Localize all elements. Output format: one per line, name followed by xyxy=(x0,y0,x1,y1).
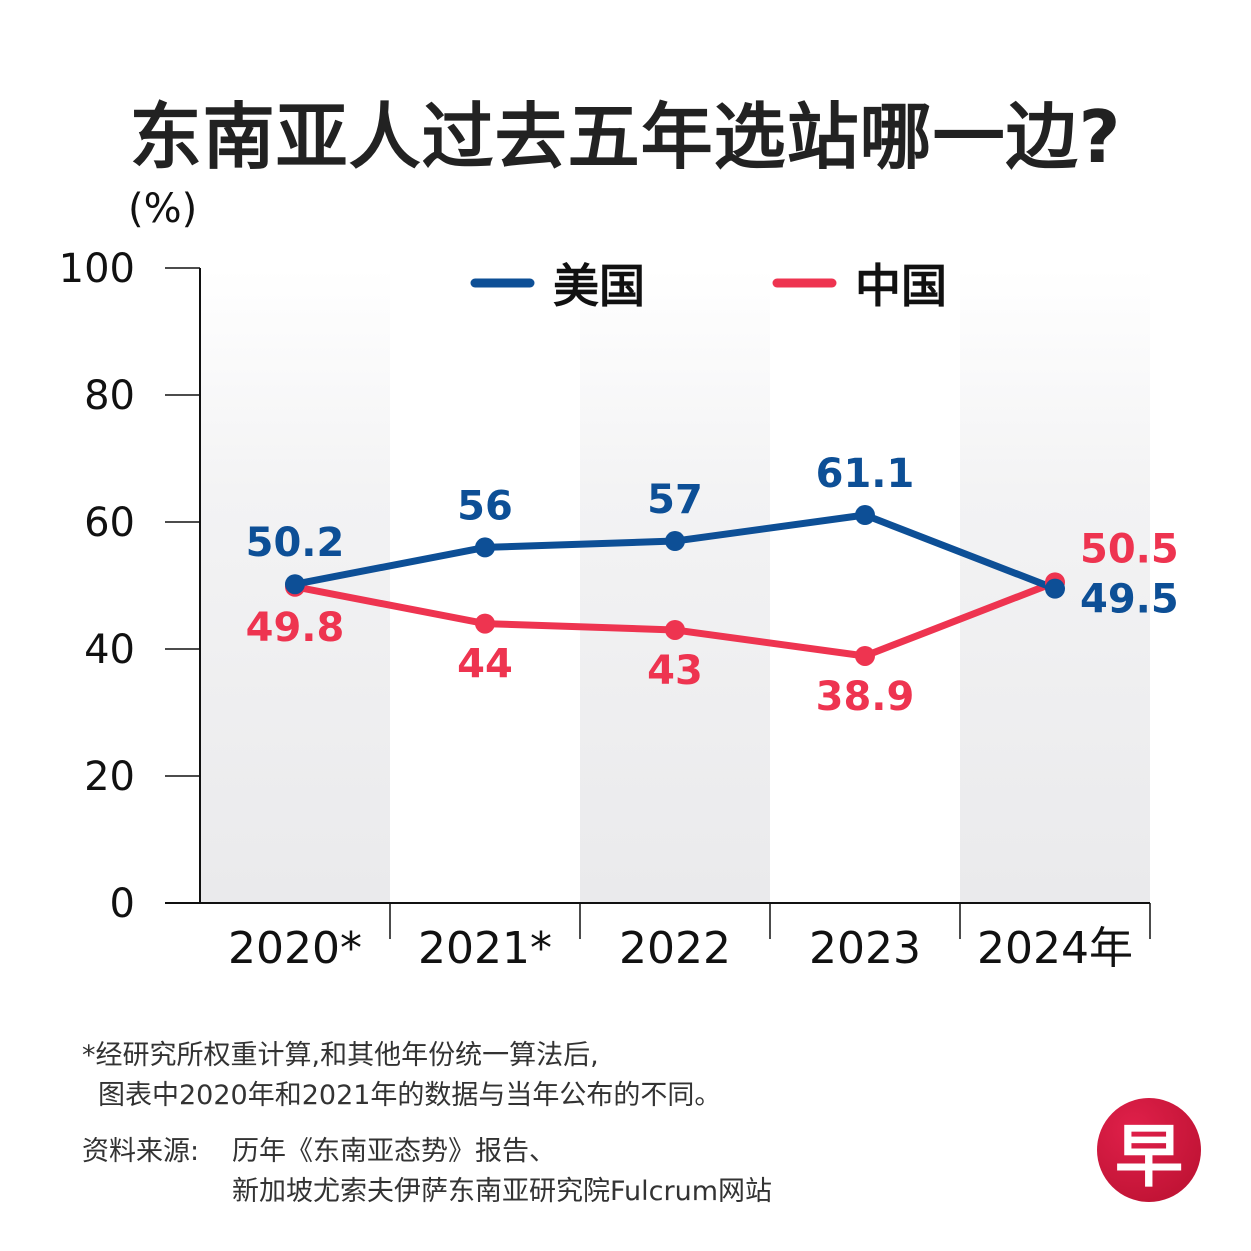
footnote-line-2: 图表中2020年和2021年的数据与当年公布的不同。 xyxy=(98,1080,722,1111)
y-tick-label: 0 xyxy=(110,881,135,927)
logo-glyph: 早 xyxy=(1114,1116,1183,1197)
source-note: 资料来源: 历年《东南亚态势》报告、 新加坡尤索夫伊萨东南亚研究院Fulcrum网… xyxy=(82,1132,772,1212)
data-point-us xyxy=(285,574,305,595)
data-label-china: 43 xyxy=(647,648,703,694)
data-point-china xyxy=(475,613,495,634)
data-point-us xyxy=(1045,578,1065,599)
y-tick-label: 60 xyxy=(84,500,135,546)
data-label-china: 50.5 xyxy=(1080,526,1179,572)
data-point-china xyxy=(855,645,875,666)
x-tick-label: 2024年 xyxy=(977,923,1133,974)
data-label-china: 38.9 xyxy=(816,674,915,720)
data-point-us xyxy=(475,537,495,558)
source-line-2: 新加坡尤索夫伊萨东南亚研究院Fulcrum网站 xyxy=(232,1176,773,1207)
y-tick-label: 100 xyxy=(59,246,135,292)
legend-label: 中国 xyxy=(855,259,947,313)
chart-title: 东南亚人过去五年选站哪一边? xyxy=(129,95,1122,179)
source-label: 资料来源: xyxy=(82,1136,200,1167)
data-label-us: 57 xyxy=(647,477,703,523)
data-label-us: 49.5 xyxy=(1080,577,1179,623)
data-label-us: 50.2 xyxy=(246,520,345,566)
y-tick-label: 80 xyxy=(84,373,135,419)
data-label-us: 61.1 xyxy=(816,451,915,497)
line-chart: 0 20 40 60 80 100 2020* 2021* 2022 2023 2024年 美国 中国… xyxy=(59,246,1179,974)
y-tick-label: 20 xyxy=(84,754,135,800)
x-tick-label: 2020* xyxy=(228,923,362,974)
zaobao-logo: 早 xyxy=(1097,1098,1201,1202)
data-label-china: 44 xyxy=(457,642,513,688)
y-tick-label: 40 xyxy=(84,627,135,673)
background-band xyxy=(580,268,770,903)
data-point-us xyxy=(855,505,875,526)
y-axis-unit: (%) xyxy=(128,186,198,232)
data-label-china: 49.8 xyxy=(246,605,345,651)
data-point-us xyxy=(665,531,685,552)
source-line-1: 历年《东南亚态势》报告、 xyxy=(232,1136,556,1167)
x-tick-label: 2022 xyxy=(619,923,731,974)
x-tick-label: 2021* xyxy=(418,923,552,974)
data-label-us: 56 xyxy=(457,483,513,529)
footnote-line-1: *经研究所权重计算,和其他年份统一算法后, xyxy=(82,1040,599,1071)
x-tick-label: 2023 xyxy=(809,923,921,974)
legend-label: 美国 xyxy=(553,259,645,313)
data-point-china xyxy=(665,619,685,640)
footnote: *经研究所权重计算,和其他年份统一算法后, 图表中2020年和2021年的数据与… xyxy=(82,1036,721,1116)
